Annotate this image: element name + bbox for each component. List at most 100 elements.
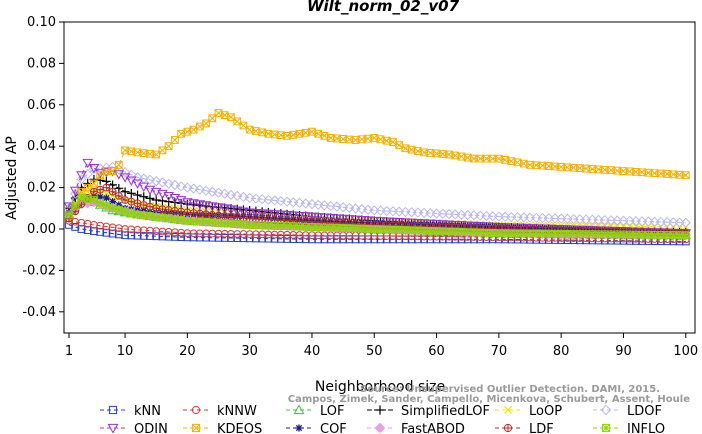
legend-item: kNN: [100, 404, 161, 419]
data-point-marker: [239, 121, 248, 130]
data-point-marker: [252, 234, 260, 243]
legend: kNN kNNW LOF SimplifiedLOF LoOP LDOF ODIN KDEOS…: [100, 404, 665, 434]
data-point-marker: [326, 235, 335, 244]
data-point-marker: [344, 202, 355, 213]
data-point-marker: [338, 202, 349, 213]
data-point-marker: [680, 217, 691, 228]
data-point-marker: [239, 230, 248, 238]
data-point-marker: [364, 235, 372, 244]
data-point-marker: [281, 196, 293, 207]
data-point-marker: [195, 233, 204, 242]
data-point-marker: [258, 234, 267, 243]
data-point-marker: [319, 213, 330, 223]
data-point-marker: [158, 205, 167, 213]
data-point-marker: [264, 234, 273, 243]
x-tick-label: 70: [491, 344, 508, 359]
data-point-marker: [263, 194, 274, 205]
data-point-marker: [225, 205, 237, 215]
data-point-marker: [300, 198, 311, 209]
data-point-marker: [164, 227, 173, 236]
data-point-marker: [312, 213, 324, 223]
legend-label: COF: [320, 422, 347, 434]
data-point-marker: [364, 134, 372, 143]
y-axis: -0.04 -0.02 0.00 0.02 0.04 0.06 0.08 0.10: [22, 15, 64, 320]
data-point-marker: [127, 231, 136, 240]
data-point-marker: [144, 174, 156, 185]
data-point-marker: [132, 172, 143, 183]
data-point-marker: [194, 184, 205, 195]
data-point-marker: [63, 202, 75, 212]
data-point-marker: [158, 146, 167, 155]
data-point-marker: [289, 230, 298, 239]
data-point-marker: [220, 212, 229, 220]
data-point-marker: [77, 225, 86, 233]
data-point-marker: [200, 201, 212, 211]
data-point-marker: [152, 232, 161, 241]
x-tick-label: 20: [179, 344, 196, 359]
data-point-marker: [119, 173, 131, 183]
data-point-marker: [208, 114, 217, 123]
x-tick-label: 50: [366, 344, 383, 359]
data-point-marker: [195, 122, 204, 131]
data-point-marker: [245, 230, 254, 239]
data-point-marker: [227, 229, 235, 238]
data-point-marker: [250, 193, 262, 204]
data-point-marker: [82, 169, 93, 180]
watermark-line-2: Campos, Zimek, Sander, Campello, Micenko…: [288, 394, 690, 405]
data-point-marker: [283, 131, 291, 140]
data-point-marker: [220, 111, 229, 120]
data-point-marker: [102, 183, 111, 192]
data-point-marker: [109, 198, 117, 205]
data-point-marker: [83, 183, 92, 192]
data-point-marker: [288, 197, 299, 208]
data-point-marker: [164, 197, 174, 207]
data-point-marker: [395, 141, 404, 150]
data-point-marker: [239, 234, 248, 243]
data-point-marker: [114, 183, 124, 193]
data-point-marker: [374, 422, 386, 434]
data-point-marker: [82, 158, 93, 169]
legend-label: LDOF: [627, 404, 662, 419]
y-tick-label: -0.02: [22, 263, 56, 278]
data-point-marker: [281, 211, 293, 221]
legend-label: kNNW: [217, 404, 257, 419]
series-layer: [63, 109, 692, 246]
data-point-marker: [413, 147, 422, 155]
data-point-marker: [108, 187, 117, 196]
data-point-marker: [152, 227, 161, 235]
legend-item: LOF: [286, 404, 345, 419]
data-point-marker: [164, 142, 173, 151]
legend-label: FastABOD: [401, 422, 465, 434]
data-point-marker: [362, 204, 374, 215]
data-point-marker: [289, 235, 298, 243]
data-point-marker: [208, 233, 217, 242]
data-point-marker: [108, 192, 117, 200]
data-point-marker: [213, 203, 224, 213]
legend-label: LDF: [529, 422, 554, 434]
data-point-marker: [202, 229, 210, 238]
data-point-marker: [244, 192, 255, 204]
data-point-marker: [227, 113, 235, 122]
data-point-marker: [245, 234, 254, 243]
legend-item: FastABOD: [367, 422, 465, 434]
data-point-marker: [252, 230, 260, 239]
data-point-marker: [121, 207, 129, 216]
data-point-marker: [90, 227, 98, 235]
data-point-marker: [351, 136, 360, 144]
x-tick-label: 100: [673, 344, 698, 359]
data-point-marker: [71, 202, 80, 211]
data-point-marker: [108, 223, 117, 232]
data-point-marker: [76, 174, 87, 185]
data-point-marker: [301, 128, 310, 137]
data-point-marker: [120, 187, 130, 197]
legend-item: ODIN: [100, 422, 168, 434]
data-point-marker: [189, 209, 198, 217]
data-point-marker: [202, 210, 210, 219]
data-point-marker: [220, 234, 229, 242]
data-point-marker: [314, 129, 323, 138]
data-point-marker: [219, 204, 231, 214]
legend-item: KDEOS: [183, 422, 262, 434]
data-point-marker: [126, 188, 136, 198]
data-point-marker: [145, 193, 155, 203]
